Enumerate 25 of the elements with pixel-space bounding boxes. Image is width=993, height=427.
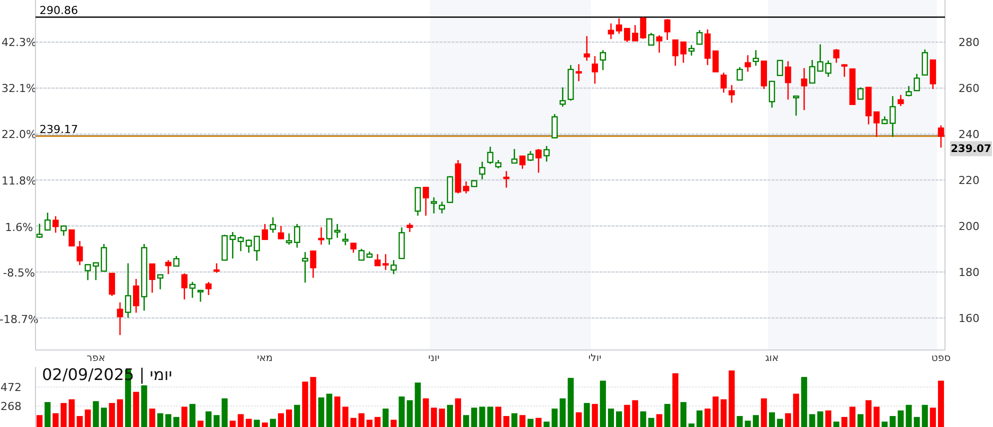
- y-tick-label: 472: [0, 381, 22, 394]
- x-tick-label: יולי: [588, 353, 602, 364]
- y-tick-label: 280: [958, 36, 980, 50]
- y-tick-label: 220: [958, 174, 980, 188]
- y2-tick-label: 42.3%: [2, 36, 36, 49]
- ref-line-label: 239.07: [950, 143, 992, 156]
- y2-tick-label: 11.8%: [2, 174, 36, 188]
- x-tick-label: ספט: [931, 353, 951, 364]
- y2-tick-label: 1.6%: [5, 220, 33, 234]
- ref-line-label: 239.17: [40, 122, 78, 136]
- x-tick-label: אפר: [86, 353, 106, 364]
- x-tick-label: אוג: [765, 353, 779, 364]
- y2-tick-label: -18.7%: [0, 313, 38, 326]
- y-tick-label: 240: [958, 128, 980, 142]
- y-tick-label: 268: [0, 400, 22, 413]
- ref-line-label: 290.86: [40, 4, 78, 18]
- x-tick-label: מאי: [257, 353, 273, 364]
- y2-tick-label: 32.1%: [2, 82, 36, 96]
- x-tick-label: יוני: [428, 353, 440, 364]
- y-tick-label: 260: [958, 82, 980, 96]
- y2-tick-label: -8.5%: [3, 266, 35, 280]
- y-tick-label: 200: [958, 220, 980, 234]
- y-tick-label: 180: [958, 266, 980, 280]
- y-tick-label: 160: [958, 312, 980, 326]
- y2-tick-label: 22.0%: [2, 128, 36, 142]
